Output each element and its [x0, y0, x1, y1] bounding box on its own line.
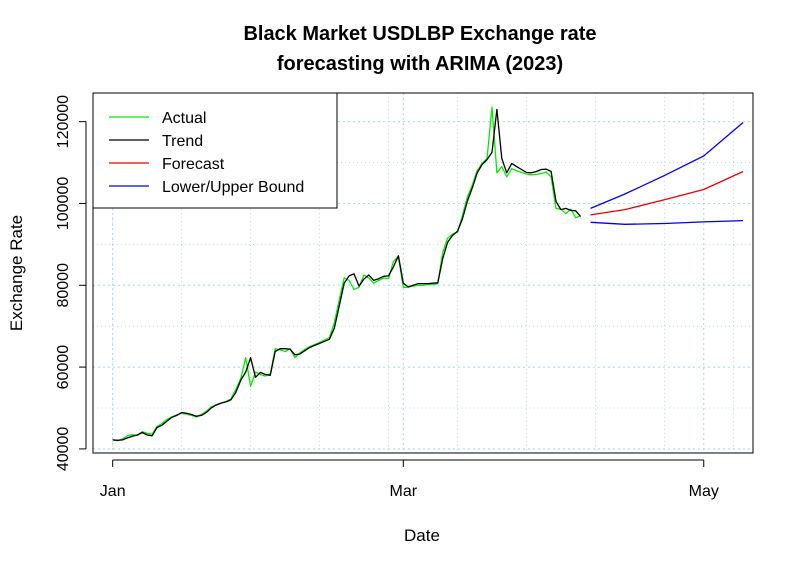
y-tick-label: 80000: [55, 263, 72, 308]
chart-title-line1: Black Market USDLBP Exchange rate: [243, 23, 596, 45]
plot-frame: [92, 92, 754, 454]
series-line-forecast: [590, 170, 744, 216]
x-tick-label: May: [689, 483, 719, 500]
x-axis-label: Date: [404, 526, 440, 545]
legend-label: Actual: [162, 110, 206, 127]
x-tick-label: Mar: [390, 483, 418, 500]
y-tick-label: 100000: [55, 177, 72, 230]
series-line-lower-bound: [590, 219, 744, 225]
y-axis-label: Exchange Rate: [7, 215, 26, 331]
y-tick-label: 40000: [55, 427, 72, 472]
chart-title-line2: forecasting with ARIMA (2023): [277, 53, 563, 75]
legend-label: Trend: [162, 133, 203, 150]
y-axis: 40000 60000 80000 100000 120000: [55, 95, 87, 472]
series-layer: [112, 106, 744, 442]
legend-label: Forecast: [162, 156, 225, 173]
x-axis: Jan Mar May: [100, 459, 719, 500]
series-line-upper-bound: [590, 122, 744, 209]
series-line-trend: [112, 108, 582, 441]
legend: Actual Trend Forecast Lower/Upper Bound: [92, 92, 338, 209]
legend-label: Lower/Upper Bound: [162, 179, 304, 196]
legend-box: [92, 92, 338, 209]
y-tick-label: 60000: [55, 345, 72, 390]
x-tick-label: Jan: [100, 483, 126, 500]
y-tick-label: 120000: [55, 95, 72, 148]
